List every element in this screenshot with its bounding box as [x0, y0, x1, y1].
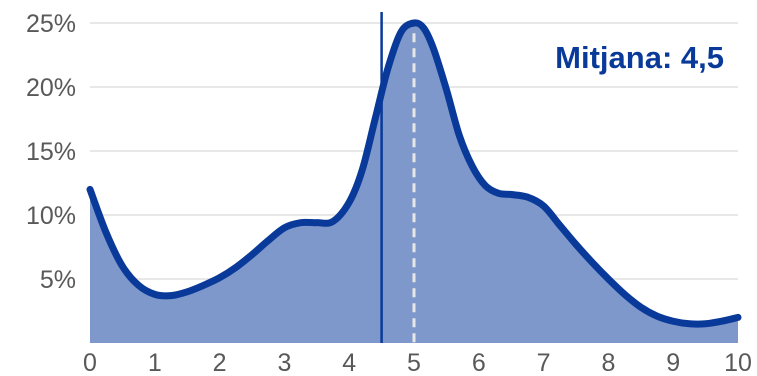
- y-tick-label: 15%: [26, 138, 76, 166]
- x-tick-label: 2: [213, 349, 227, 376]
- y-tick-labels: 5% 10% 15% 20% 25%: [26, 10, 76, 294]
- x-tick-label: 1: [148, 349, 162, 376]
- x-tick-label: 5: [407, 349, 421, 376]
- x-tick-label: 7: [537, 349, 551, 376]
- y-tick-label: 25%: [26, 10, 76, 38]
- x-tick-label: 4: [342, 349, 356, 376]
- y-tick-label: 10%: [26, 202, 76, 230]
- y-tick-label: 5%: [40, 266, 76, 294]
- x-tick-label: 10: [724, 349, 752, 376]
- x-tick-label: 3: [277, 349, 291, 376]
- y-tick-label: 20%: [26, 74, 76, 102]
- x-tick-label: 0: [83, 349, 97, 376]
- distribution-line: [86, 19, 742, 328]
- x-tick-label: 6: [472, 349, 486, 376]
- mean-annotation: Mitjana: 4,5: [555, 40, 724, 75]
- x-tick-label: 8: [601, 349, 615, 376]
- x-tick-labels: 0 1 2 3 4 5 6 7 8 9 10: [83, 349, 752, 376]
- x-tick-label: 9: [666, 349, 680, 376]
- distribution-area: [90, 22, 738, 343]
